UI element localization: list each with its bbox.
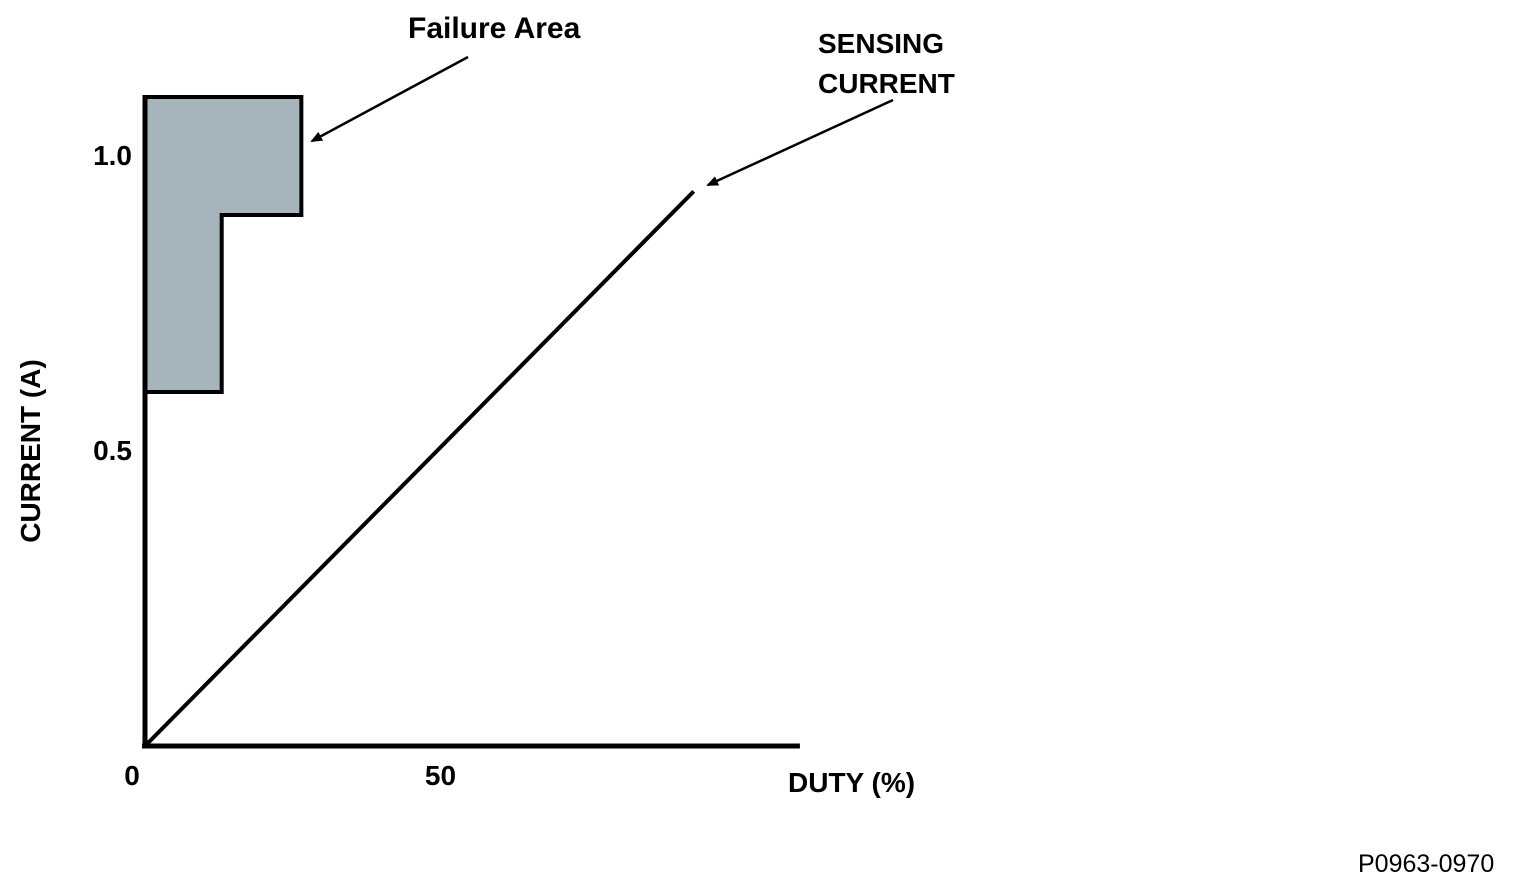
x-axis-label: DUTY (%) — [788, 767, 916, 798]
sensing-current-annotation: SENSING CURRENT — [818, 28, 955, 99]
failure-area-region — [143, 95, 304, 394]
sensing-current-arrow — [706, 98, 894, 187]
y-axis-label: CURRENT (A) — [15, 359, 46, 543]
x-tick-0: 0 — [124, 760, 140, 791]
y-tick-1.0: 1.0 — [93, 140, 132, 171]
y-tick-0.5: 0.5 — [93, 435, 132, 466]
sensing-current-line — [143, 189, 696, 748]
failure-area-arrow — [310, 55, 469, 143]
figure-part-number: P0963-0970 — [1358, 850, 1495, 878]
failure-area-annotation: Failure Area — [408, 12, 581, 45]
x-tick-50: 50 — [424, 760, 457, 791]
